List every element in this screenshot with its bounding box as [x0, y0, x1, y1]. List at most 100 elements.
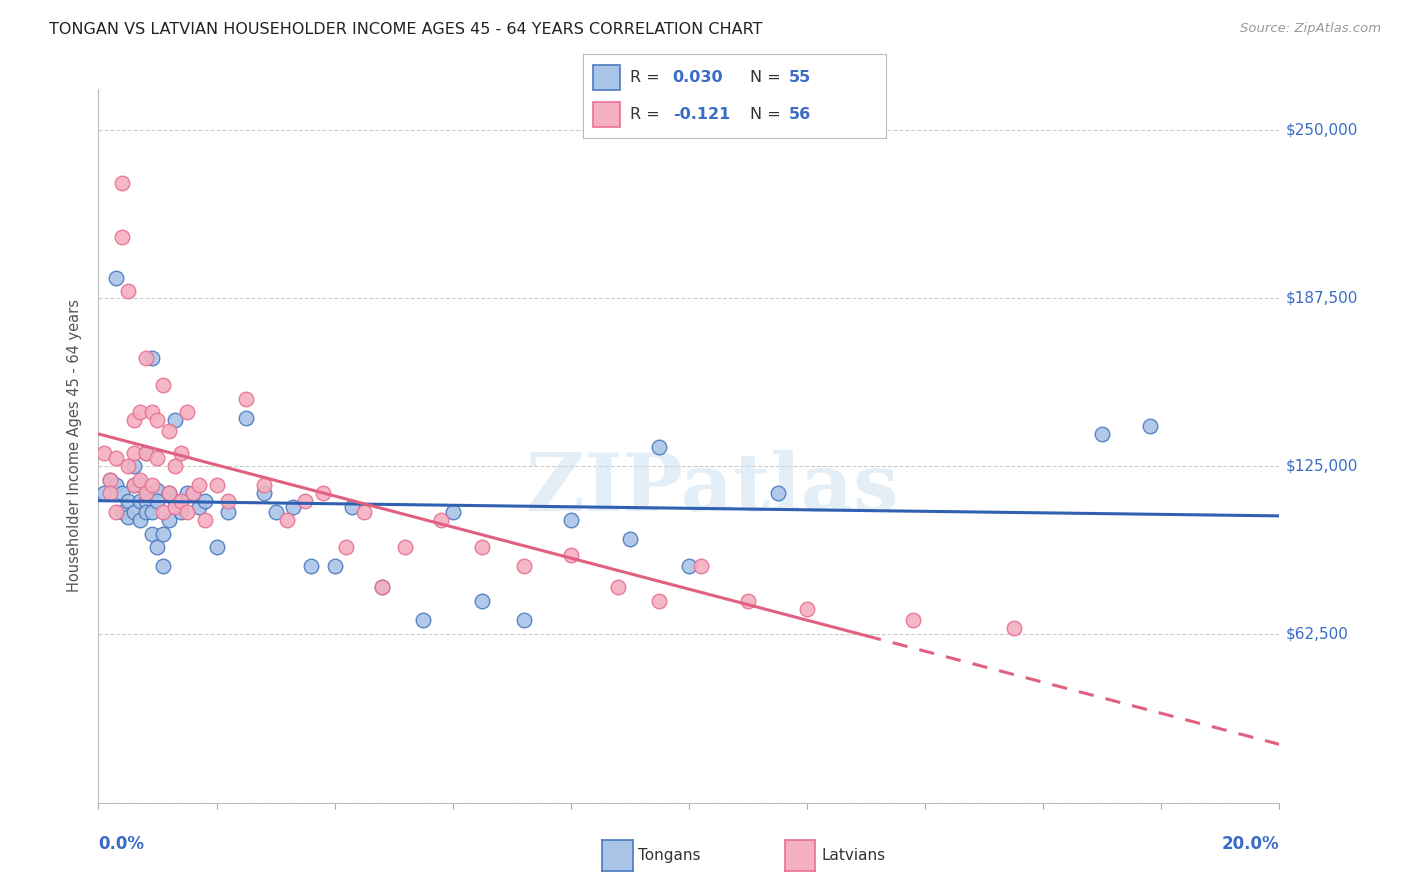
- Point: [111, 177, 134, 191]
- Point: [766, 486, 789, 500]
- Point: [152, 378, 174, 392]
- Point: [299, 558, 322, 573]
- Point: [512, 613, 534, 627]
- Text: $250,000: $250,000: [1285, 122, 1358, 137]
- Point: [276, 513, 298, 527]
- Point: [607, 580, 630, 594]
- Point: [903, 613, 925, 627]
- Point: [152, 505, 174, 519]
- Text: N =: N =: [749, 70, 786, 85]
- Point: [135, 494, 157, 508]
- Text: TONGAN VS LATVIAN HOUSEHOLDER INCOME AGES 45 - 64 YEARS CORRELATION CHART: TONGAN VS LATVIAN HOUSEHOLDER INCOME AGE…: [49, 22, 762, 37]
- Text: 56: 56: [789, 107, 811, 122]
- Point: [471, 540, 494, 554]
- Text: $125,000: $125,000: [1285, 458, 1358, 474]
- Point: [217, 494, 239, 508]
- Point: [217, 505, 239, 519]
- Point: [157, 424, 180, 438]
- Point: [165, 500, 187, 514]
- Point: [441, 505, 464, 519]
- Point: [122, 478, 145, 492]
- Point: [128, 513, 150, 527]
- Point: [93, 446, 115, 460]
- Point: [117, 284, 139, 298]
- Point: [141, 351, 163, 366]
- Point: [135, 486, 157, 500]
- Point: [122, 478, 145, 492]
- Point: [648, 594, 671, 608]
- Point: [253, 486, 276, 500]
- Point: [157, 513, 180, 527]
- Point: [170, 446, 193, 460]
- Point: [141, 526, 163, 541]
- Text: $187,500: $187,500: [1285, 291, 1358, 305]
- Point: [117, 459, 139, 474]
- Point: [157, 486, 180, 500]
- Point: [105, 451, 128, 466]
- Point: [165, 494, 187, 508]
- Point: [170, 494, 193, 508]
- Text: Latvians: Latvians: [821, 848, 886, 863]
- Point: [141, 505, 163, 519]
- Point: [737, 594, 759, 608]
- Point: [146, 540, 169, 554]
- Point: [117, 494, 139, 508]
- Point: [560, 513, 582, 527]
- Point: [111, 486, 134, 500]
- Point: [128, 405, 150, 419]
- Point: [122, 446, 145, 460]
- Point: [412, 613, 434, 627]
- Point: [1139, 418, 1161, 433]
- Point: [111, 230, 134, 244]
- Text: 55: 55: [789, 70, 811, 85]
- Point: [98, 473, 121, 487]
- Point: [135, 351, 157, 366]
- Point: [194, 513, 217, 527]
- Point: [122, 413, 145, 427]
- Point: [648, 441, 671, 455]
- Point: [253, 478, 276, 492]
- Point: [796, 602, 818, 616]
- Point: [394, 540, 416, 554]
- Point: [105, 478, 128, 492]
- Point: [205, 540, 228, 554]
- Point: [371, 580, 394, 594]
- Point: [152, 558, 174, 573]
- Point: [342, 500, 364, 514]
- Point: [294, 494, 316, 508]
- Point: [1091, 426, 1114, 441]
- Point: [152, 526, 174, 541]
- Point: [105, 270, 128, 285]
- Text: N =: N =: [749, 107, 786, 122]
- Point: [312, 486, 335, 500]
- Point: [135, 505, 157, 519]
- Point: [146, 413, 169, 427]
- Text: ZIPatlas: ZIPatlas: [526, 450, 898, 528]
- Point: [619, 532, 641, 546]
- Point: [194, 494, 217, 508]
- Point: [353, 505, 375, 519]
- Text: 0.030: 0.030: [672, 70, 723, 85]
- Point: [165, 413, 187, 427]
- Text: $62,500: $62,500: [1285, 627, 1348, 642]
- Text: 20.0%: 20.0%: [1222, 835, 1279, 853]
- Point: [122, 459, 145, 474]
- Point: [111, 505, 134, 519]
- Point: [323, 558, 346, 573]
- FancyBboxPatch shape: [592, 102, 620, 128]
- Point: [128, 478, 150, 492]
- Point: [176, 486, 198, 500]
- Text: 0.0%: 0.0%: [98, 835, 145, 853]
- Text: R =: R =: [630, 70, 665, 85]
- Point: [678, 558, 700, 573]
- Point: [176, 405, 198, 419]
- Point: [205, 478, 228, 492]
- Point: [264, 505, 287, 519]
- Y-axis label: Householder Income Ages 45 - 64 years: Householder Income Ages 45 - 64 years: [67, 300, 83, 592]
- Point: [165, 459, 187, 474]
- Point: [135, 446, 157, 460]
- Point: [371, 580, 394, 594]
- Point: [135, 446, 157, 460]
- Point: [235, 410, 257, 425]
- Point: [430, 513, 453, 527]
